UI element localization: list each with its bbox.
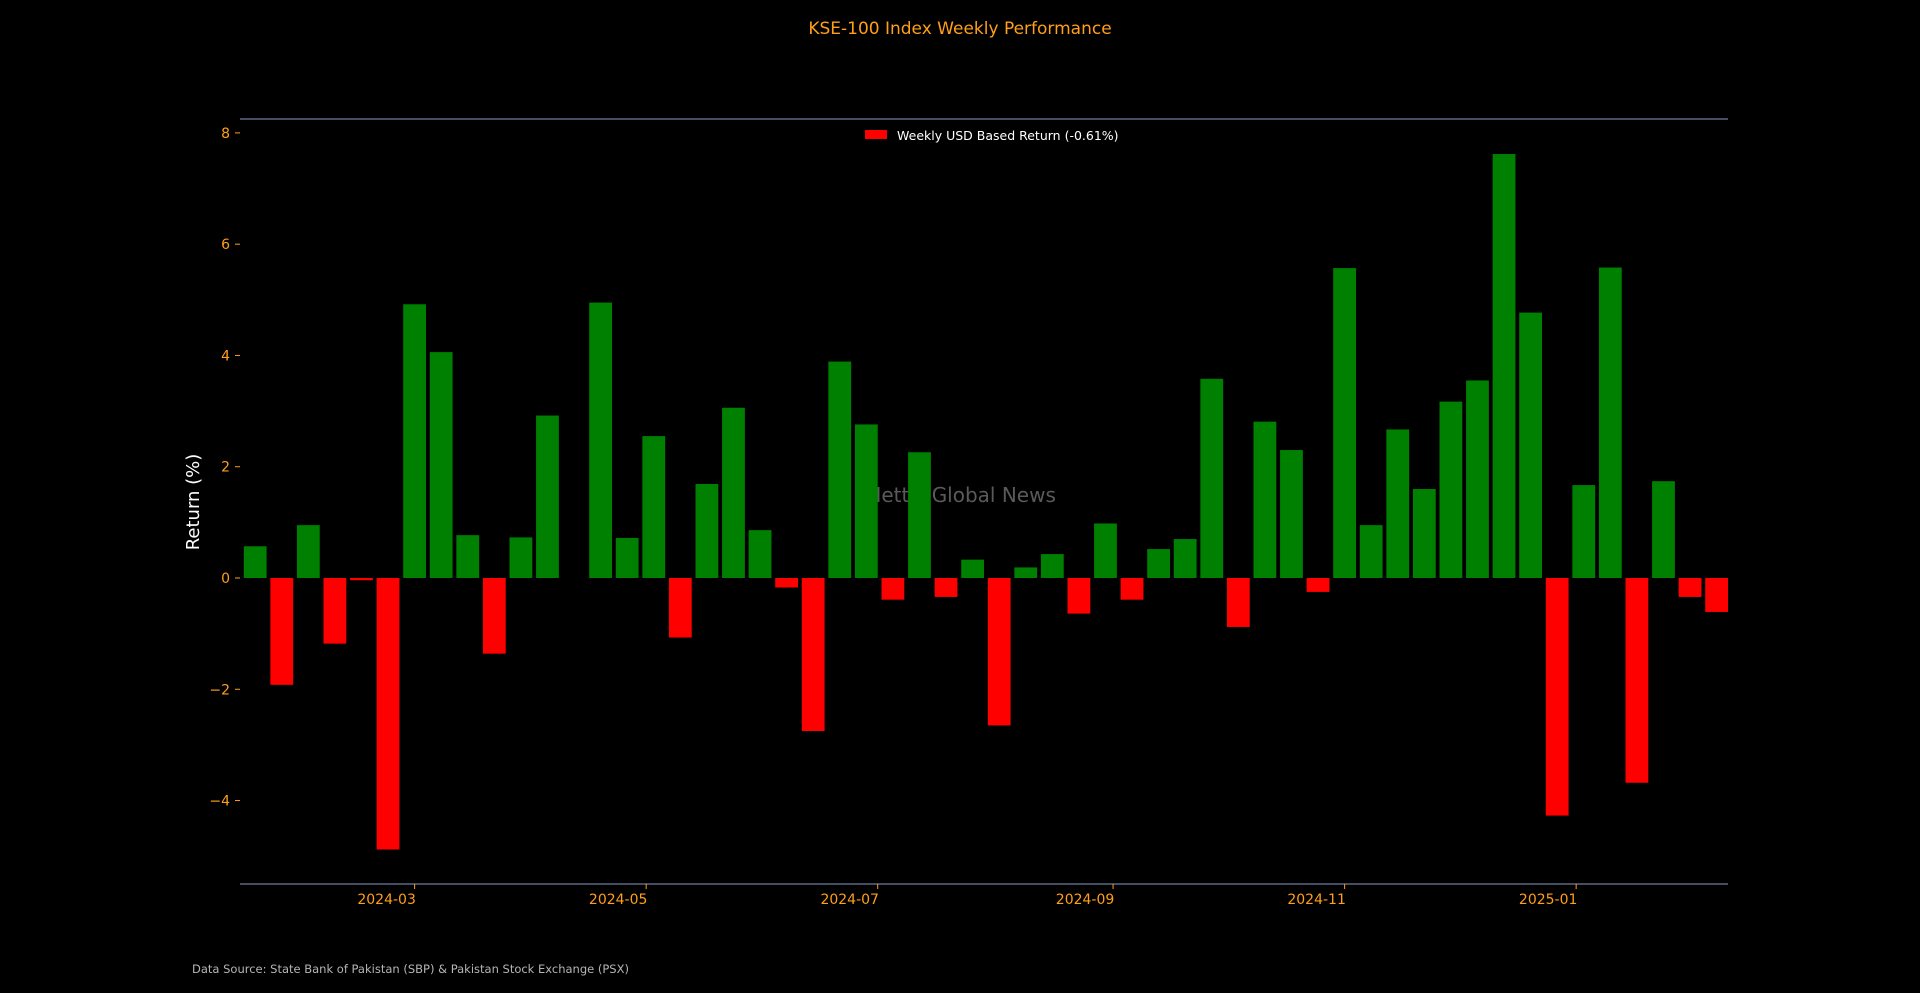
bars-group [243, 154, 1728, 850]
bar-2024-07-12 [908, 452, 931, 578]
bar-2024-06-14 [801, 578, 825, 731]
y-axis-label: Return (%) [183, 454, 204, 551]
bar-2024-04-19 [589, 302, 612, 578]
bar-2024-10-11 [1253, 421, 1277, 578]
bar-2024-12-06 [1466, 380, 1489, 578]
bar-2024-11-08 [1359, 525, 1383, 578]
bar-2024-06-28 [854, 424, 878, 578]
bar-2024-10-18 [1280, 450, 1303, 578]
legend-label: Weekly USD Based Return (-0.61%) [897, 128, 1119, 143]
y-tick-label: 0 [221, 571, 230, 587]
bar-2025-01-03 [1572, 485, 1596, 578]
bar-2024-08-16 [1040, 554, 1064, 578]
bar-2024-05-24 [722, 407, 745, 578]
y-tick-label: 2 [221, 460, 230, 476]
y-tick-label: 6 [221, 237, 230, 253]
x-tick-label: 2024-09 [1056, 892, 1115, 908]
bar-2024-10-04 [1226, 578, 1250, 627]
watermark: Mettis Global News [864, 483, 1056, 507]
bar-2024-12-20 [1519, 312, 1542, 578]
bar-2024-09-27 [1200, 378, 1224, 578]
x-tick-label: 2024-05 [589, 892, 648, 908]
bar-2024-01-19 [243, 546, 267, 578]
bar-2025-01-24 [1652, 481, 1675, 578]
bar-2024-05-03 [642, 436, 666, 578]
bar-2024-02-23 [376, 578, 400, 850]
bar-2024-05-17 [695, 483, 719, 578]
bar-2024-06-07 [775, 578, 798, 588]
bar-2024-02-09 [323, 578, 347, 644]
bar-2024-12-13 [1492, 154, 1516, 579]
bar-2024-04-26 [615, 537, 639, 578]
bar-2024-12-27 [1545, 578, 1569, 816]
bar-2024-02-02 [296, 525, 320, 578]
bar-2024-08-30 [1094, 523, 1117, 578]
bar-2025-01-10 [1598, 267, 1622, 578]
bar-2024-03-22 [482, 578, 506, 654]
bar-2025-01-17 [1625, 578, 1649, 783]
x-tick-label: 2025-01 [1519, 892, 1578, 908]
bar-2024-02-16 [350, 578, 373, 581]
y-tick-label: −4 [209, 794, 230, 810]
bar-2024-04-05 [536, 415, 559, 578]
x-tick-label: 2024-07 [820, 892, 879, 908]
bar-2024-03-08 [429, 352, 453, 578]
bar-2024-09-06 [1120, 578, 1144, 600]
bar-2024-03-15 [456, 535, 480, 578]
bar-2024-07-05 [881, 578, 905, 600]
bar-2024-11-22 [1412, 488, 1436, 578]
bar-2024-01-26 [270, 578, 294, 685]
y-tick-label: 4 [221, 348, 230, 364]
bar-2024-09-13 [1147, 549, 1170, 578]
bar-2024-03-29 [509, 537, 533, 578]
x-axis-ticks: 2024-03 2024-05 2024-07 2024-09 2024-11 2025-… [357, 884, 1577, 908]
bar-2024-07-19 [934, 578, 958, 597]
bar-2025-02-07 [1705, 578, 1728, 612]
bar-2024-07-26 [961, 559, 984, 578]
bar-2024-11-29 [1439, 401, 1463, 578]
chart-title: KSE-100 Index Weekly Performance [808, 19, 1111, 39]
bar-2024-09-20 [1173, 539, 1197, 578]
y-axis-ticks: −4 −2 0 2 4 6 8 [209, 126, 240, 810]
bar-2025-01-31 [1678, 578, 1702, 597]
bar-2024-08-23 [1067, 578, 1091, 614]
bar-2024-08-09 [1014, 567, 1038, 578]
data-source-note: Data Source: State Bank of Pakistan (SBP… [192, 962, 629, 976]
x-tick-label: 2024-11 [1287, 892, 1346, 908]
bar-2024-05-31 [748, 530, 772, 578]
bar-2024-06-21 [828, 361, 852, 578]
bar-2024-11-01 [1333, 268, 1356, 578]
bar-2024-11-15 [1386, 429, 1410, 578]
x-tick-label: 2024-03 [357, 892, 416, 908]
bar-2024-05-10 [668, 578, 692, 638]
bar-2024-08-02 [987, 578, 1011, 726]
y-tick-label: 8 [221, 126, 230, 142]
legend: Weekly USD Based Return (-0.61%) [865, 128, 1119, 143]
bar-2024-03-01 [403, 304, 426, 578]
bar-2024-10-25 [1306, 578, 1330, 592]
legend-swatch [865, 130, 887, 139]
y-tick-label: −2 [209, 682, 230, 698]
